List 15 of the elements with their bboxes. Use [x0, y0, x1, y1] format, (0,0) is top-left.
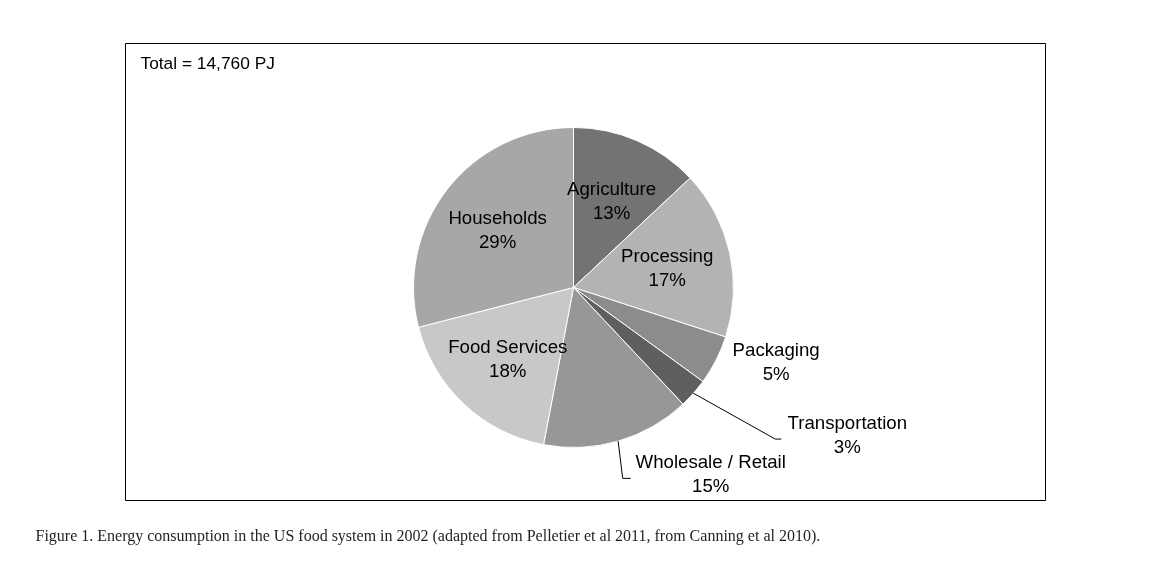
slice-label: Households [448, 207, 547, 229]
data-label: 13% [592, 201, 631, 223]
slice-label: Processing [621, 245, 714, 267]
data-label: 18% [489, 359, 527, 381]
data-label: 5% [762, 363, 790, 385]
data-label: 15% [692, 474, 730, 496]
data-label: 29% [478, 231, 517, 253]
slice-label: Packaging [732, 339, 820, 361]
text: Total = 14,760 PJ [140, 52, 275, 73]
slice-label: Food Services [448, 335, 568, 357]
slice-label: Transportation [787, 411, 908, 433]
slice-label: Wholesale / Retail [635, 450, 786, 472]
data-label: 17% [648, 269, 686, 291]
caption: Figure 1. Energy consumption in the US food system in 2002 (adapted from Pelletier et al 2011, from Canning et al 2010). [35, 527, 821, 545]
data-label: 3% [833, 435, 861, 457]
